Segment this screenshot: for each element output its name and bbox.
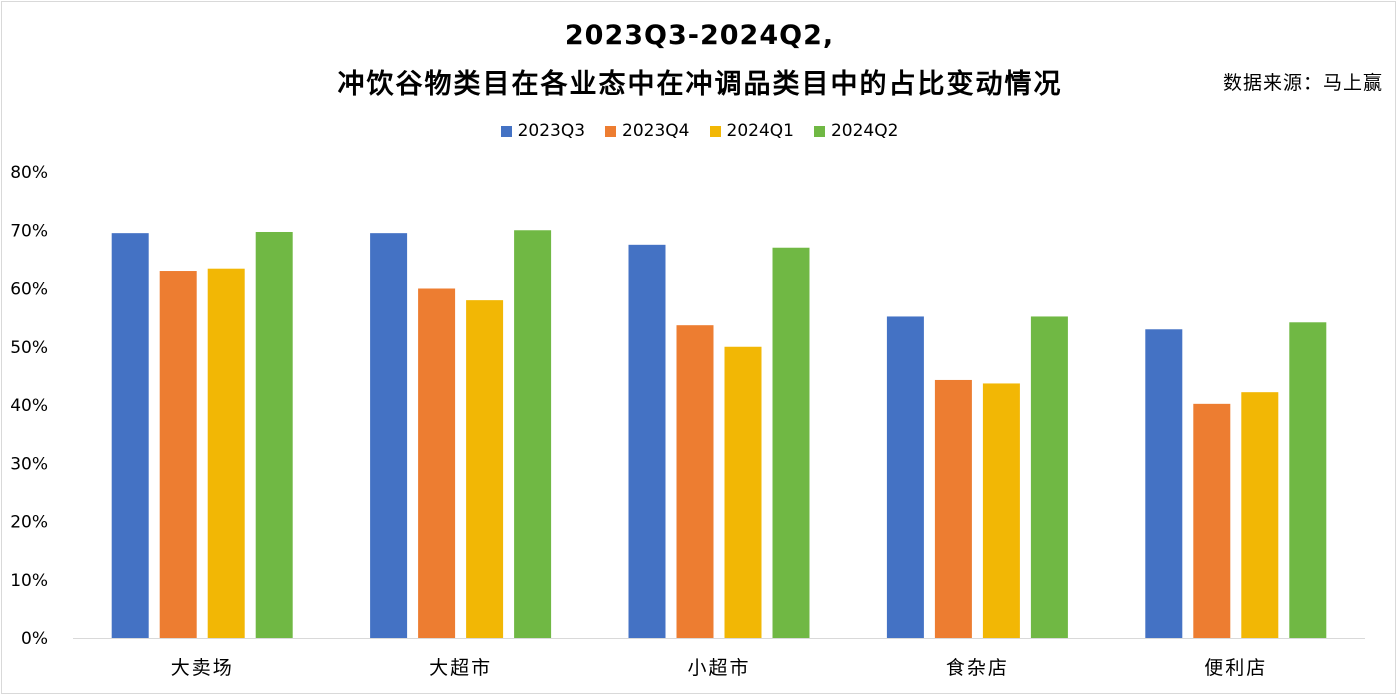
y-tick-label: 30%: [10, 454, 48, 474]
bar: [1030, 316, 1068, 638]
x-tick-label: 便利店: [1204, 657, 1267, 679]
bar: [418, 288, 456, 638]
bar: [1145, 329, 1183, 638]
legend-label: 2023Q3: [517, 121, 586, 141]
x-tick-label: 大超市: [429, 657, 492, 679]
legend-swatch: [500, 125, 512, 137]
legend-label: 2024Q2: [830, 121, 899, 141]
data-source: 数据来源：马上赢: [1222, 72, 1383, 94]
y-tick-label: 10%: [10, 571, 48, 591]
bar: [1289, 322, 1327, 638]
y-tick-label: 60%: [10, 280, 48, 300]
bar: [111, 233, 149, 638]
legend-swatch: [709, 125, 721, 137]
legend-swatch: [813, 125, 825, 137]
legend-item: 2024Q1: [709, 121, 794, 141]
bar: [255, 231, 293, 638]
bar: [886, 316, 924, 638]
bar: [676, 325, 714, 638]
y-tick-label: 80%: [10, 163, 48, 183]
bar: [514, 230, 552, 638]
bar: [159, 271, 197, 638]
y-tick-label: 20%: [10, 513, 48, 533]
chart-title: 2023Q3-2024Q2,: [564, 20, 835, 51]
bar: [1241, 392, 1279, 638]
bar: [934, 379, 972, 638]
bar: [982, 383, 1020, 638]
bar: [207, 268, 245, 638]
bar: [466, 300, 504, 638]
y-tick-label: 70%: [10, 221, 48, 241]
bar: [724, 346, 762, 638]
legend-swatch: [605, 125, 617, 137]
legend-item: 2023Q3: [500, 121, 586, 141]
legend: 2023Q3 2023Q4 2024Q1 2024Q2: [0, 121, 1399, 141]
y-tick-label: 40%: [10, 396, 48, 416]
x-tick-label: 大卖场: [171, 657, 234, 679]
legend-item: 2023Q4: [605, 121, 690, 141]
bar: [1193, 403, 1231, 638]
legend-label: 2023Q4: [622, 121, 690, 141]
bar: [772, 247, 810, 638]
bar: [370, 233, 408, 638]
legend-label: 2024Q1: [726, 121, 794, 141]
x-tick-label: 小超市: [687, 657, 750, 679]
x-tick-label: 食杂店: [946, 657, 1009, 679]
legend-item: 2024Q2: [813, 121, 899, 141]
bar: [628, 244, 666, 638]
y-tick-label: 0%: [21, 629, 48, 649]
chart-subtitle: 冲饮谷物类目在各业态中在冲调品类目中的占比变动情况: [337, 69, 1063, 100]
y-tick-label: 50%: [10, 338, 48, 358]
